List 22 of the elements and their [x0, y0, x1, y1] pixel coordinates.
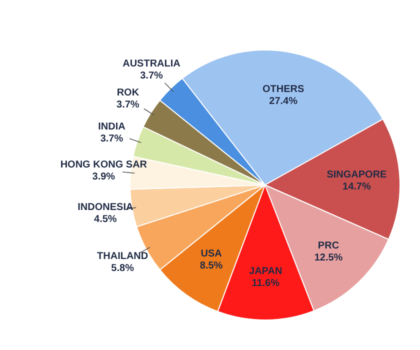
- slice-label: PRC: [318, 240, 340, 252]
- data-label: 27.4%: [269, 96, 298, 108]
- data-label: 4.5%: [94, 214, 117, 225]
- data-label: 3.7%: [116, 100, 140, 111]
- slice-label: INDONESIA: [78, 202, 134, 213]
- data-label: 14.7%: [342, 182, 371, 193]
- slice-label: HONG KONG SAR: [60, 159, 148, 170]
- data-label: 5.8%: [111, 263, 134, 274]
- slice-label: INDIA: [98, 122, 126, 133]
- slice-label: SINGAPORE: [326, 170, 388, 181]
- slice-label: THAILAND: [97, 251, 148, 262]
- data-label: 8.5%: [200, 260, 223, 272]
- slice-label: USA: [200, 248, 222, 260]
- data-label: 12.5%: [314, 252, 343, 264]
- data-label: 3.7%: [140, 70, 164, 82]
- slice-label: JAPAN: [249, 266, 282, 277]
- slice-label: ROK: [116, 88, 140, 99]
- slice-label: AUSTRALIA: [122, 58, 180, 70]
- slice-label: OTHERS: [262, 84, 304, 96]
- data-label: 11.6%: [252, 278, 280, 289]
- data-label: 3.7%: [100, 134, 124, 145]
- data-label: 3.9%: [92, 171, 116, 182]
